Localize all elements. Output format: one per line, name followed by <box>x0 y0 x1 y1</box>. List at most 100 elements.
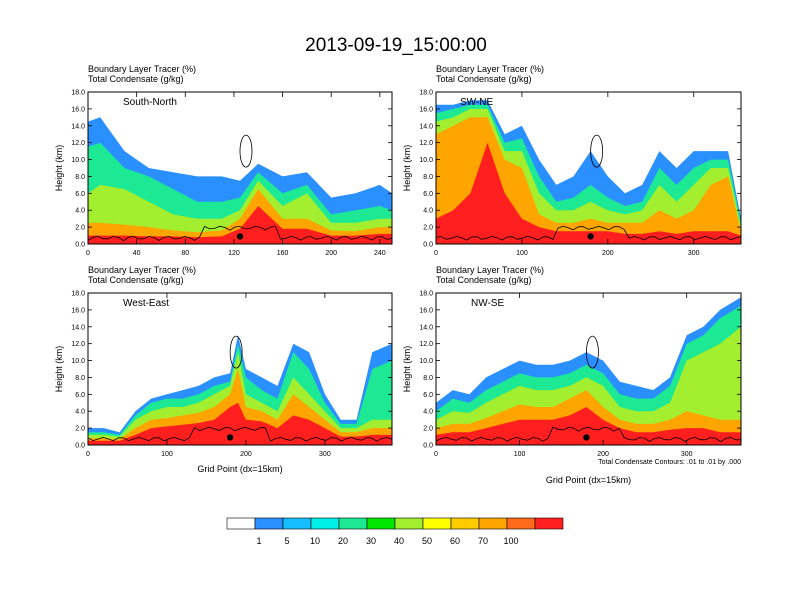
colorbar-label: 20 <box>338 536 348 546</box>
condensate-contour <box>239 134 253 168</box>
colorbar-cell <box>394 517 424 530</box>
x-tick-label: 100 <box>161 451 173 458</box>
tracer-layer-11 <box>436 142 741 244</box>
x-tick-label: 0 <box>86 451 90 458</box>
panel-west-east: Boundary Layer Tracer (%)Total Condensat… <box>54 265 393 474</box>
y-tick-label: 18.0 <box>71 291 85 298</box>
tracer-layer-9 <box>88 189 392 244</box>
y-tick-label: 2.0 <box>75 225 85 232</box>
x-tick-label: 0 <box>434 451 438 458</box>
colorbar-label: 30 <box>366 536 376 546</box>
y-tick-label: 2.0 <box>423 225 433 232</box>
y-axis-label: Height (km) <box>54 346 64 393</box>
y-tick-label: 0.0 <box>75 242 85 249</box>
x-tick-label: 160 <box>277 250 289 257</box>
panels: Boundary Layer Tracer (%)Total Condensat… <box>54 64 742 485</box>
x-tick-label: 240 <box>374 250 386 257</box>
y-axis-label: Height (km) <box>54 145 64 192</box>
y-tick-label: 6.0 <box>423 392 433 399</box>
y-tick-label: 14.0 <box>71 123 85 130</box>
chart-title: 2013-09-19_15:00:00 <box>305 35 487 56</box>
colorbar-cell <box>310 517 340 530</box>
location-dot <box>587 233 594 240</box>
plot-frame <box>435 91 742 245</box>
y-tick-label: 2.0 <box>423 426 433 433</box>
panel-header-condensate: Total Condensate (g/kg) <box>436 74 532 84</box>
tracer-layer-11 <box>436 407 741 445</box>
x-tick-label: 200 <box>240 451 252 458</box>
colorbar-cell <box>338 517 368 530</box>
x-tick-label: 200 <box>597 451 609 458</box>
y-axis-label: Height (km) <box>402 145 412 192</box>
colorbar-cell <box>422 517 452 530</box>
y-tick-label: 12.0 <box>419 140 433 147</box>
condensate-contour <box>229 335 243 369</box>
condensate-contour <box>590 134 604 168</box>
y-tick-label: 12.0 <box>419 341 433 348</box>
colorbar-cell <box>450 517 480 530</box>
y-tick-label: 4.0 <box>423 208 433 215</box>
y-tick-label: 18.0 <box>71 90 85 97</box>
colorbar-label: 40 <box>394 536 404 546</box>
x-tick-label: 40 <box>133 250 141 257</box>
x-tick-label: 300 <box>688 250 700 257</box>
panel-header-tracer: Boundary Layer Tracer (%) <box>436 64 544 74</box>
location-dot <box>583 434 590 441</box>
colorbar-label: 5 <box>284 536 289 546</box>
y-tick-label: 4.0 <box>423 409 433 416</box>
colorbar-label: 1 <box>256 536 261 546</box>
tracer-fill <box>88 117 392 244</box>
y-tick-label: 8.0 <box>75 174 85 181</box>
terrain-line <box>88 225 392 242</box>
panel-header-condensate: Total Condensate (g/kg) <box>88 74 184 84</box>
colorbar-label: 100 <box>503 536 518 546</box>
y-tick-label: 8.0 <box>423 174 433 181</box>
y-tick-label: 10.0 <box>71 157 85 164</box>
colorbar-label: 10 <box>310 536 320 546</box>
plot-frame <box>87 292 393 446</box>
plot-frame <box>435 292 742 446</box>
x-tick-label: 80 <box>181 250 189 257</box>
colorbar-cell <box>506 517 536 530</box>
terrain-line <box>436 426 741 443</box>
y-tick-label: 12.0 <box>71 140 85 147</box>
location-dot <box>236 233 244 240</box>
y-tick-label: 2.0 <box>75 426 85 433</box>
y-tick-label: 14.0 <box>419 123 433 130</box>
panel-header-condensate: Total Condensate (g/kg) <box>436 275 532 285</box>
plot-frame <box>87 91 393 245</box>
condensate-contour <box>586 335 599 369</box>
panel-header-tracer: Boundary Layer Tracer (%) <box>88 64 196 74</box>
y-axis-label: Height (km) <box>402 346 412 393</box>
tracer-layer-11 <box>88 206 392 244</box>
panel-header-tracer: Boundary Layer Tracer (%) <box>436 265 544 275</box>
terrain-line <box>88 426 392 442</box>
y-tick-label: 14.0 <box>419 324 433 331</box>
x-tick-label: 100 <box>516 250 528 257</box>
y-tick-label: 12.0 <box>71 341 85 348</box>
y-tick-label: 18.0 <box>419 291 433 298</box>
panel-nw-se: Boundary Layer Tracer (%)Total Condensat… <box>402 265 742 485</box>
x-axis-label: Grid Point (dx=15km) <box>546 475 631 485</box>
tracer-fill <box>436 100 741 244</box>
colorbar: 1 5 10 20 30 40 50 60 70 100 <box>226 517 564 546</box>
contour-note: Total Condensate Contours: .01 to .01 by… <box>598 459 741 466</box>
x-tick-label: 200 <box>325 250 337 257</box>
colorbar-cell <box>534 517 564 530</box>
y-tick-label: 6.0 <box>423 191 433 198</box>
colorbar-cell <box>366 517 396 530</box>
panel-name: South-North <box>123 97 177 108</box>
colorbar-label: 60 <box>450 536 460 546</box>
y-tick-label: 6.0 <box>75 392 85 399</box>
x-tick-label: 100 <box>514 451 526 458</box>
y-tick-label: 14.0 <box>71 324 85 331</box>
x-tick-label: 300 <box>319 451 331 458</box>
colorbar-label: 50 <box>422 536 432 546</box>
tracer-layer-11 <box>88 402 392 445</box>
y-tick-label: 16.0 <box>419 307 433 314</box>
y-tick-label: 8.0 <box>423 375 433 382</box>
y-tick-label: 18.0 <box>419 90 433 97</box>
y-tick-label: 10.0 <box>419 157 433 164</box>
colorbar-cell <box>478 517 508 530</box>
